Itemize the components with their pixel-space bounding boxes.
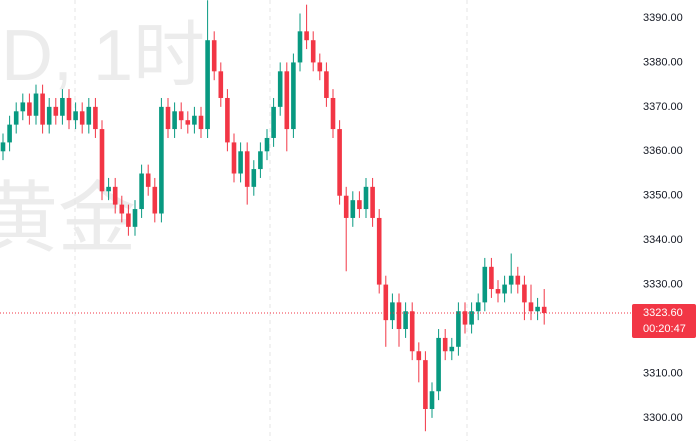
candle-body [409,311,415,352]
candle-body [159,106,164,214]
candle-body [449,346,455,352]
candle-body [436,337,441,392]
candle-body [46,106,52,125]
candle-body [396,302,402,330]
candle-body [442,337,448,352]
candle-body [93,106,98,130]
candle-body [73,111,78,121]
candle-body [350,200,356,218]
candle-body [429,391,435,410]
time-grid [74,0,468,441]
candle-body [165,106,171,130]
candle-body [13,111,19,125]
candle-body [528,302,534,312]
candle-body [376,217,382,285]
y-tick-label: 3330.00 [643,279,683,291]
candle-body [79,111,85,125]
candle-body [363,186,369,210]
y-tick-label: 3390.00 [643,12,683,24]
y-tick-label: 3300.00 [643,412,683,424]
watermark-title: XAUUSD, 1时 [0,16,205,96]
candle-body [522,284,527,303]
candle-body [218,71,224,98]
candle-body [20,102,26,112]
candle-body [185,120,191,125]
candle-body [277,71,283,107]
candle-body [238,151,243,174]
candle-body [541,306,547,314]
y-tick-label: 3310.00 [643,367,683,379]
candle-body [284,71,290,130]
candle-body [390,302,395,321]
candle-body [106,186,111,192]
candle-body [66,97,72,121]
candle-body [251,169,257,187]
candle-body [86,106,92,125]
candle-body [205,40,210,130]
candle-body [198,115,204,130]
last-price-box [632,304,696,339]
candle-body [482,266,488,303]
candle-body [27,102,32,116]
candle-body [53,106,59,116]
candle-body [264,137,270,152]
candle-body [60,97,65,116]
y-tick-label: 3340.00 [643,234,683,246]
candle-body [258,151,263,170]
candle-body [152,186,158,214]
candle-body [132,209,138,227]
candle-body [297,31,303,63]
countdown-label: 00:20:47 [643,323,686,335]
candle-body [515,275,521,285]
candle-body [317,62,323,72]
candle-body [139,173,144,210]
candle-body [225,97,230,143]
candle-body [370,186,375,218]
candle-body [112,186,118,205]
candle-body [475,302,481,312]
candle-body [244,151,250,187]
candle-body [495,289,501,294]
candle-body [324,71,329,98]
candle-body [172,111,177,130]
candle-body [416,351,422,361]
candle-body [310,40,316,63]
candle-body [403,311,408,330]
candle-body [231,142,237,174]
candle-body [192,115,197,125]
candle-body [456,311,461,347]
candle-body [178,111,184,121]
candle-body [502,284,507,294]
y-tick-label: 3350.00 [643,190,683,202]
candle-body [99,129,105,192]
candle-body [0,142,6,152]
candle-body [469,311,474,325]
y-tick-label: 3360.00 [643,145,683,157]
last-price-label: 3323.60 [643,307,683,319]
candle-body [304,31,309,41]
y-tick-label: 3380.00 [643,56,683,68]
candle-body [119,204,125,214]
candle-body [330,97,336,130]
candle-body [357,200,362,210]
candle-body [33,93,39,116]
candle-body [489,266,494,290]
candle-body [383,284,389,321]
candle-body [343,195,349,218]
y-tick-label: 3370.00 [643,101,683,113]
candle-body [40,93,45,125]
candle-body [535,306,540,312]
candle-body [423,360,428,410]
candle-body [271,106,276,138]
candle-body [462,311,468,325]
candle-body [211,40,217,72]
candle-body [337,129,342,196]
candle-body [145,173,151,187]
candle-body [291,62,296,130]
candle-body [126,213,131,227]
candle-body [7,124,12,143]
candle-body [508,275,514,285]
